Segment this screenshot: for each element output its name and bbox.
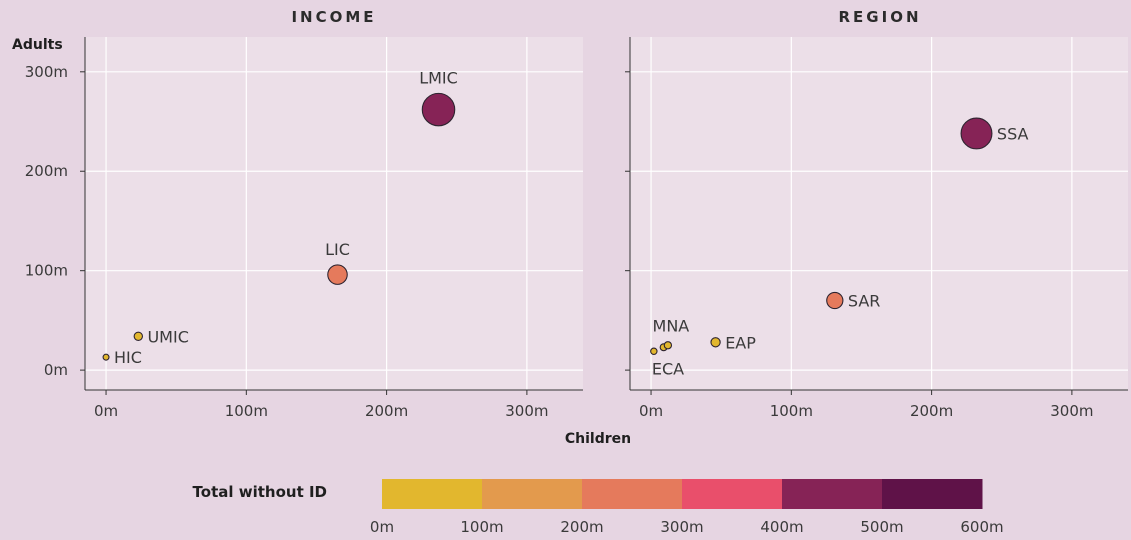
x-tick-label: 100m	[770, 402, 813, 420]
x-tick-label: 300m	[505, 402, 548, 420]
legend-swatch	[682, 479, 783, 509]
bubble-mna	[663, 341, 673, 350]
bubble-ssa	[960, 117, 993, 150]
legend-swatch	[782, 479, 883, 509]
x-tick-label: 200m	[365, 402, 408, 420]
income-panel-title: INCOME	[291, 8, 376, 26]
income-panel: INCOME Adults 0m 0m 100m 100m 200m 200m 300m 30…	[12, 8, 583, 420]
legend-tick-label: 300m	[660, 518, 703, 536]
legend-tick-label: 0m	[370, 518, 394, 536]
x-tick-label: 100m	[225, 402, 268, 420]
y-tick-label: 100m	[25, 262, 68, 280]
point-label-hic: HIC	[114, 348, 142, 367]
color-legend: Total without ID 0m 100m 200m 300m 400m 500m 6…	[193, 479, 1004, 536]
legend-tick-label: 500m	[860, 518, 903, 536]
x-tick-label: 200m	[910, 402, 953, 420]
point-label-eca: ECA	[652, 359, 684, 378]
point-label-sar: SAR	[848, 292, 881, 311]
y-tick-label: 300m	[25, 63, 68, 81]
bubble-hic	[102, 353, 110, 361]
legend-swatch	[582, 479, 683, 509]
bubble-lmic	[421, 92, 456, 127]
legend-swatch	[482, 479, 583, 509]
x-axis-title: Children	[565, 431, 631, 447]
y-tick-label: 0m	[44, 361, 68, 379]
bubble-lic	[327, 264, 348, 285]
income-plot-area: 0m 0m 100m 100m 200m 200m 300m 300m HIC UMIC LIC LM…	[25, 37, 583, 420]
region-plot-area: 0m 100m 200m 300m ECA MNA EAP SAR SSA	[625, 37, 1128, 420]
legend-swatch	[382, 479, 483, 509]
region-panel-title: REGION	[839, 8, 922, 26]
legend-tick-label: 100m	[460, 518, 503, 536]
legend-tick-label: 400m	[760, 518, 803, 536]
bubble-eap	[710, 337, 721, 348]
point-label-lmic: LMIC	[419, 68, 458, 87]
point-label-ssa: SSA	[997, 124, 1029, 143]
bubble-eca	[650, 347, 658, 355]
legend-title: Total without ID	[193, 483, 327, 501]
y-tick-label: 200m	[25, 162, 68, 180]
region-panel: REGION 0m 100m 200m 300m ECA MNA EAP SAR SSA	[625, 8, 1128, 420]
legend-color-bar: 0m 100m 200m 300m 400m 500m 600m	[370, 479, 1004, 536]
x-tick-label: 0m	[94, 402, 118, 420]
bubble-umic	[133, 331, 144, 342]
plot-background	[85, 37, 583, 390]
point-label-lic: LIC	[325, 240, 350, 259]
bubble-sar	[826, 291, 844, 310]
x-tick-label: 0m	[639, 402, 663, 420]
point-label-mna: MNA	[653, 317, 690, 336]
y-axis-title: Adults	[12, 37, 63, 53]
x-tick-label: 300m	[1050, 402, 1093, 420]
plot-background	[630, 37, 1128, 390]
point-label-umic: UMIC	[147, 327, 188, 346]
point-label-eap: EAP	[725, 333, 756, 352]
legend-tick-label: 600m	[960, 518, 1003, 536]
legend-swatch	[882, 479, 983, 509]
legend-tick-label: 200m	[560, 518, 603, 536]
